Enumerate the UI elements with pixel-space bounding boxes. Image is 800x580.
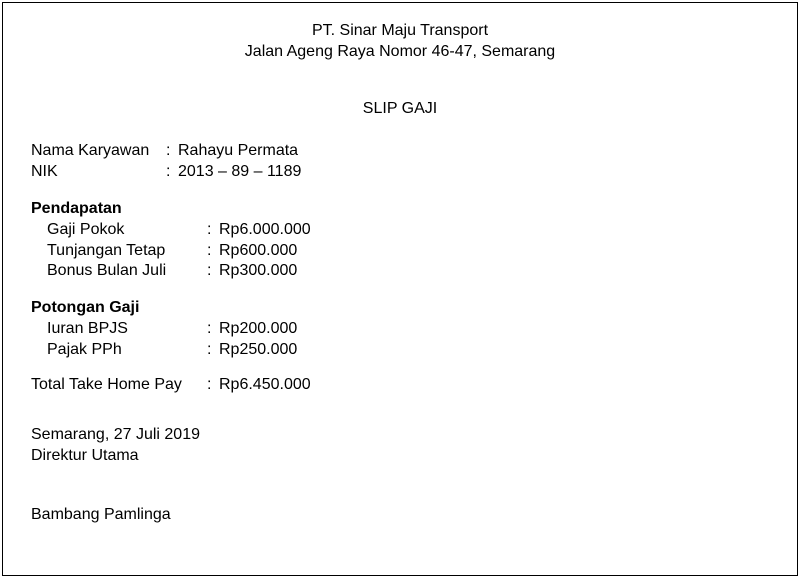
income-heading: Pendapatan [31, 199, 769, 220]
signature-place-date: Semarang, 27 Juli 2019 [31, 425, 769, 446]
deduction-item: Pajak PPh : Rp250.000 [31, 340, 769, 361]
income-item: Bonus Bulan Juli : Rp300.000 [31, 261, 769, 282]
deductions-heading: Potongan Gaji [31, 298, 769, 319]
total-row: Total Take Home Pay : Rp6.450.000 [31, 375, 769, 396]
deduction-item-label: Pajak PPh [47, 340, 207, 361]
deduction-item-value: Rp200.000 [219, 319, 297, 340]
colon: : [207, 241, 219, 262]
employee-nik-value: 2013 – 89 – 1189 [178, 162, 301, 183]
colon: : [166, 162, 178, 183]
company-address: Jalan Ageng Raya Nomor 46-47, Semarang [31, 42, 769, 63]
deduction-item: Iuran BPJS : Rp200.000 [31, 319, 769, 340]
employee-name-label: Nama Karyawan [31, 141, 166, 162]
company-name: PT. Sinar Maju Transport [31, 21, 769, 42]
employee-name-row: Nama Karyawan : Rahayu Permata [31, 141, 769, 162]
income-item-label: Gaji Pokok [47, 220, 207, 241]
signature-block: Semarang, 27 Juli 2019 Direktur Utama Ba… [31, 425, 769, 525]
income-item-value: Rp600.000 [219, 241, 297, 262]
deduction-item-value: Rp250.000 [219, 340, 297, 361]
income-item-label: Bonus Bulan Juli [47, 261, 207, 282]
company-header: PT. Sinar Maju Transport Jalan Ageng Ray… [31, 21, 769, 63]
income-item: Gaji Pokok : Rp6.000.000 [31, 220, 769, 241]
colon: : [207, 375, 219, 396]
income-item-value: Rp300.000 [219, 261, 297, 282]
employee-nik-label: NIK [31, 162, 166, 183]
employee-nik-row: NIK : 2013 – 89 – 1189 [31, 162, 769, 183]
employee-name-value: Rahayu Permata [178, 141, 298, 162]
colon: : [166, 141, 178, 162]
colon: : [207, 261, 219, 282]
payslip-container: PT. Sinar Maju Transport Jalan Ageng Ray… [2, 2, 798, 576]
document-title: SLIP GAJI [31, 99, 769, 120]
deduction-item-label: Iuran BPJS [47, 319, 207, 340]
signature-title: Direktur Utama [31, 446, 769, 467]
total-value: Rp6.450.000 [219, 375, 311, 396]
income-item-value: Rp6.000.000 [219, 220, 311, 241]
income-item-label: Tunjangan Tetap [47, 241, 207, 262]
signature-name: Bambang Pamlinga [31, 505, 769, 526]
colon: : [207, 220, 219, 241]
colon: : [207, 340, 219, 361]
income-item: Tunjangan Tetap : Rp600.000 [31, 241, 769, 262]
total-label: Total Take Home Pay [31, 375, 207, 396]
colon: : [207, 319, 219, 340]
